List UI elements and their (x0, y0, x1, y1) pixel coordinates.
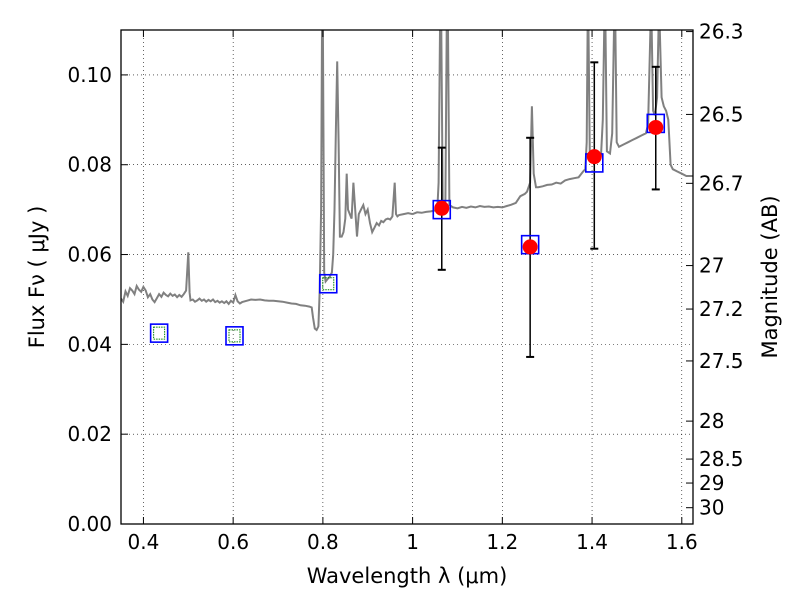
upper-limit-square (153, 326, 166, 340)
y2-tick-label: 27.2 (699, 297, 744, 321)
y-tick-label: 0.08 (67, 153, 112, 177)
x-tick-label: 0.4 (128, 530, 160, 554)
model-band-square (149, 323, 169, 343)
observed-point (522, 239, 538, 255)
model-band-square (225, 326, 244, 346)
observed-points (434, 119, 664, 255)
x-axis-ticks: 0.4 0.6 0.8 1 1.2 1.4 1.6 (128, 30, 698, 554)
plot-area (121, 30, 693, 358)
x-tick-label: 1.4 (576, 530, 608, 554)
upper-limit-markers (153, 277, 335, 343)
model-band-square (432, 199, 452, 220)
y-tick-label: 0.10 (67, 63, 112, 87)
x-tick-label: 0.8 (307, 530, 339, 554)
y2-tick-label: 30 (699, 496, 724, 520)
y-tick-label: 0.02 (67, 422, 112, 446)
model-band-square (318, 273, 338, 294)
y-axis-ticks: 0.00 0.02 0.04 0.06 0.08 0.10 (67, 63, 128, 536)
y-tick-label: 0.04 (67, 332, 112, 356)
y-axis-label: Flux Fν ( μJy ) (25, 206, 49, 349)
y-tick-label: 0.06 (67, 243, 112, 267)
y2-axis-label: Magnitude (AB) (758, 195, 782, 358)
y2-tick-label: 28.5 (699, 447, 744, 471)
x-tick-label: 1.2 (486, 530, 518, 554)
observed-point (434, 200, 450, 216)
y2-tick-label: 26.3 (699, 20, 744, 44)
y2-tick-label: 27.5 (699, 349, 744, 373)
y2-tick-label: 26.7 (699, 171, 744, 195)
x-tick-label: 0.6 (217, 530, 249, 554)
observed-point (586, 149, 602, 165)
y2-tick-label: 28 (699, 409, 724, 433)
x-axis-label: Wavelength λ (μm) (307, 564, 508, 588)
upper-limit-square (322, 277, 335, 291)
upper-limit-square (228, 329, 241, 343)
y2-tick-label: 29 (699, 471, 724, 495)
y2-tick-label: 26.5 (699, 102, 744, 126)
y-tick-label: 0.00 (67, 512, 112, 536)
y2-tick-label: 27 (699, 254, 724, 278)
x-tick-label: 1 (406, 530, 419, 554)
observed-point (648, 119, 664, 135)
x-tick-label: 1.6 (666, 530, 698, 554)
plot-frame (120, 29, 694, 525)
